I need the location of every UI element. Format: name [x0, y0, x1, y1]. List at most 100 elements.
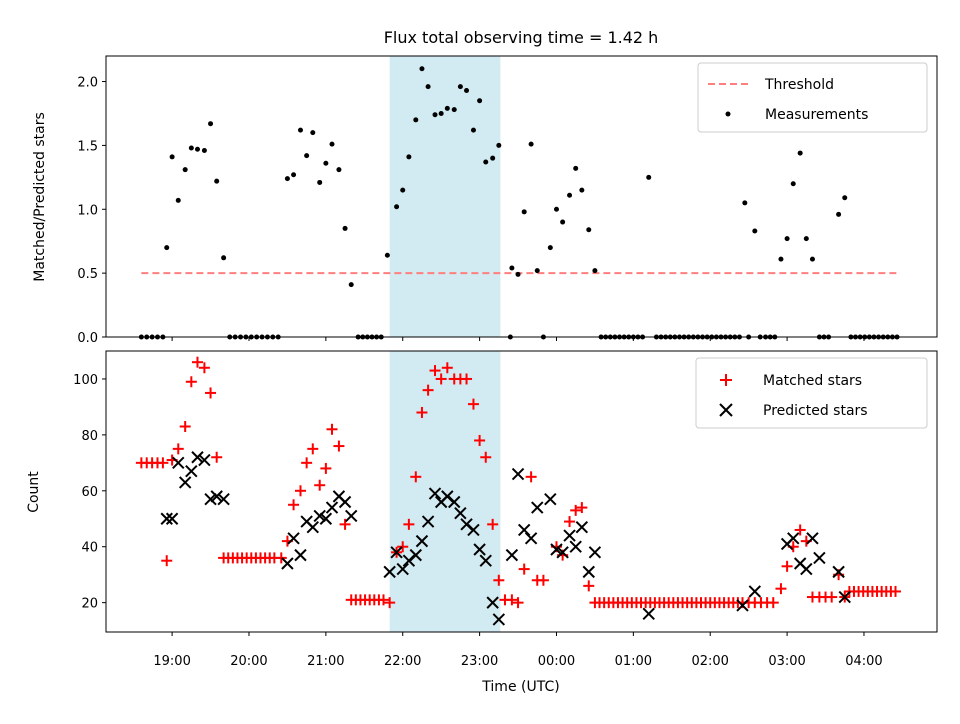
top-ytick-label: 0.5: [77, 267, 98, 282]
matched-stars-point: [576, 502, 588, 514]
matched-stars-point: [384, 597, 396, 609]
measurement-point: [182, 167, 188, 173]
measurement-point: [553, 206, 559, 212]
xtick-label: 04:00: [845, 654, 882, 669]
xtick-label: 01:00: [615, 654, 652, 669]
predicted-stars-point: [550, 543, 563, 556]
measurement-point: [809, 256, 815, 262]
measurement-point: [477, 98, 483, 104]
measurement-point: [470, 127, 476, 133]
matched-stars-point: [333, 440, 345, 452]
matched-stars-point: [429, 365, 441, 377]
measurement-point: [317, 179, 323, 185]
measurement-point: [592, 268, 598, 274]
top-panel: 0.00.51.01.52.0 Matched/Predicted stars …: [32, 55, 938, 346]
measurement-point: [842, 195, 848, 201]
bottom-ytick-label: 100: [73, 373, 98, 388]
predicted-stars-point: [736, 599, 749, 612]
xtick-label: 00:00: [538, 654, 575, 669]
matched-stars-point: [314, 479, 326, 491]
matched-stars-point: [301, 457, 313, 469]
xtick-label: 20:00: [230, 654, 267, 669]
measurement-point: [496, 142, 502, 148]
top-highlight-span: [389, 56, 501, 337]
matched-stars-point: [294, 485, 306, 497]
bottom-ytick-label: 80: [81, 429, 98, 444]
measurement-point: [221, 255, 227, 261]
measurement-point: [329, 141, 335, 147]
predicted-stars-point: [325, 501, 339, 514]
predicted-stars-point: [524, 532, 538, 545]
predicted-stars-point: [294, 548, 307, 562]
matched-stars-point: [767, 597, 779, 609]
bottom-legend-box: [695, 357, 928, 429]
predicted-stars-point: [409, 548, 423, 562]
matched-stars-point: [157, 457, 169, 469]
measurement-point: [560, 219, 566, 225]
measurement-point: [528, 141, 534, 147]
matched-stars-point: [493, 574, 505, 586]
predicted-stars-point: [582, 565, 595, 579]
xtick-label: 02:00: [691, 654, 728, 669]
measurement-point: [304, 153, 310, 159]
top-axes-frame: [105, 55, 938, 338]
matched-stars-point: [518, 563, 530, 575]
matched-stars-point: [179, 420, 191, 432]
matched-stars-point: [378, 594, 390, 606]
bottom-axes-frame: [105, 350, 938, 633]
measurement-point: [201, 148, 207, 154]
bottom-panel: 20 40 60 80 100 19:00 20:00 21:00 22:00 23:00 00:…: [26, 350, 938, 695]
predicted-stars-point: [172, 456, 185, 470]
measurement-point: [384, 252, 390, 258]
measurement-point: [509, 265, 515, 271]
predicted-stars-point: [832, 565, 845, 579]
predicted-stars-point: [511, 467, 525, 481]
matched-stars-point: [307, 443, 319, 455]
matched-stars-point: [161, 555, 173, 567]
measurement-point: [194, 146, 200, 152]
matched-stars-point: [480, 451, 492, 463]
legend-predicted-swatch: [719, 403, 733, 417]
measurement-point: [784, 236, 790, 242]
matched-stars-point: [416, 407, 428, 419]
predicted-stars-point: [313, 509, 326, 523]
matched-stars-point: [422, 384, 434, 396]
matched-stars-point: [211, 451, 223, 463]
predicted-stars-point: [505, 548, 519, 562]
measurement-point: [836, 211, 842, 217]
top-ytick-label: 2.0: [77, 76, 98, 91]
measurement-point: [310, 130, 316, 136]
predicted-stars-point: [517, 523, 531, 537]
matched-stars-point: [775, 583, 787, 595]
measurement-point: [646, 174, 652, 180]
top-ytick-label: 0.0: [77, 331, 98, 346]
measurement-point: [208, 121, 214, 127]
predicted-stars-point: [800, 562, 813, 576]
matched-stars-point: [435, 373, 447, 385]
predicted-stars-point: [813, 551, 826, 565]
legend-measurements-swatch: [725, 111, 731, 117]
predicted-stars-point: [210, 490, 223, 503]
predicted-stars-point: [204, 492, 217, 506]
predicted-stars-point: [531, 501, 544, 514]
matched-stars-point: [583, 580, 595, 592]
predicted-stars-point: [448, 495, 461, 509]
predicted-stars-point: [642, 607, 655, 621]
measurement-point: [534, 268, 540, 274]
predicted-stars-point: [421, 515, 435, 528]
measurement-point: [742, 200, 748, 206]
matched-stars-point: [320, 462, 332, 474]
matched-stars-point: [185, 376, 197, 388]
predicted-stars-point: [544, 492, 557, 506]
predicted-stars-point: [563, 529, 576, 542]
matched-stars-point: [512, 597, 524, 609]
matched-stars-point: [506, 594, 518, 606]
measurement-point: [573, 165, 579, 171]
matched-stars-point: [288, 499, 300, 511]
bottom-highlight-span: [389, 351, 501, 632]
measurement-point: [790, 181, 796, 187]
measurement-point: [164, 245, 170, 251]
predicted-stars-point: [287, 532, 300, 545]
predicted-stars-point: [806, 532, 819, 545]
